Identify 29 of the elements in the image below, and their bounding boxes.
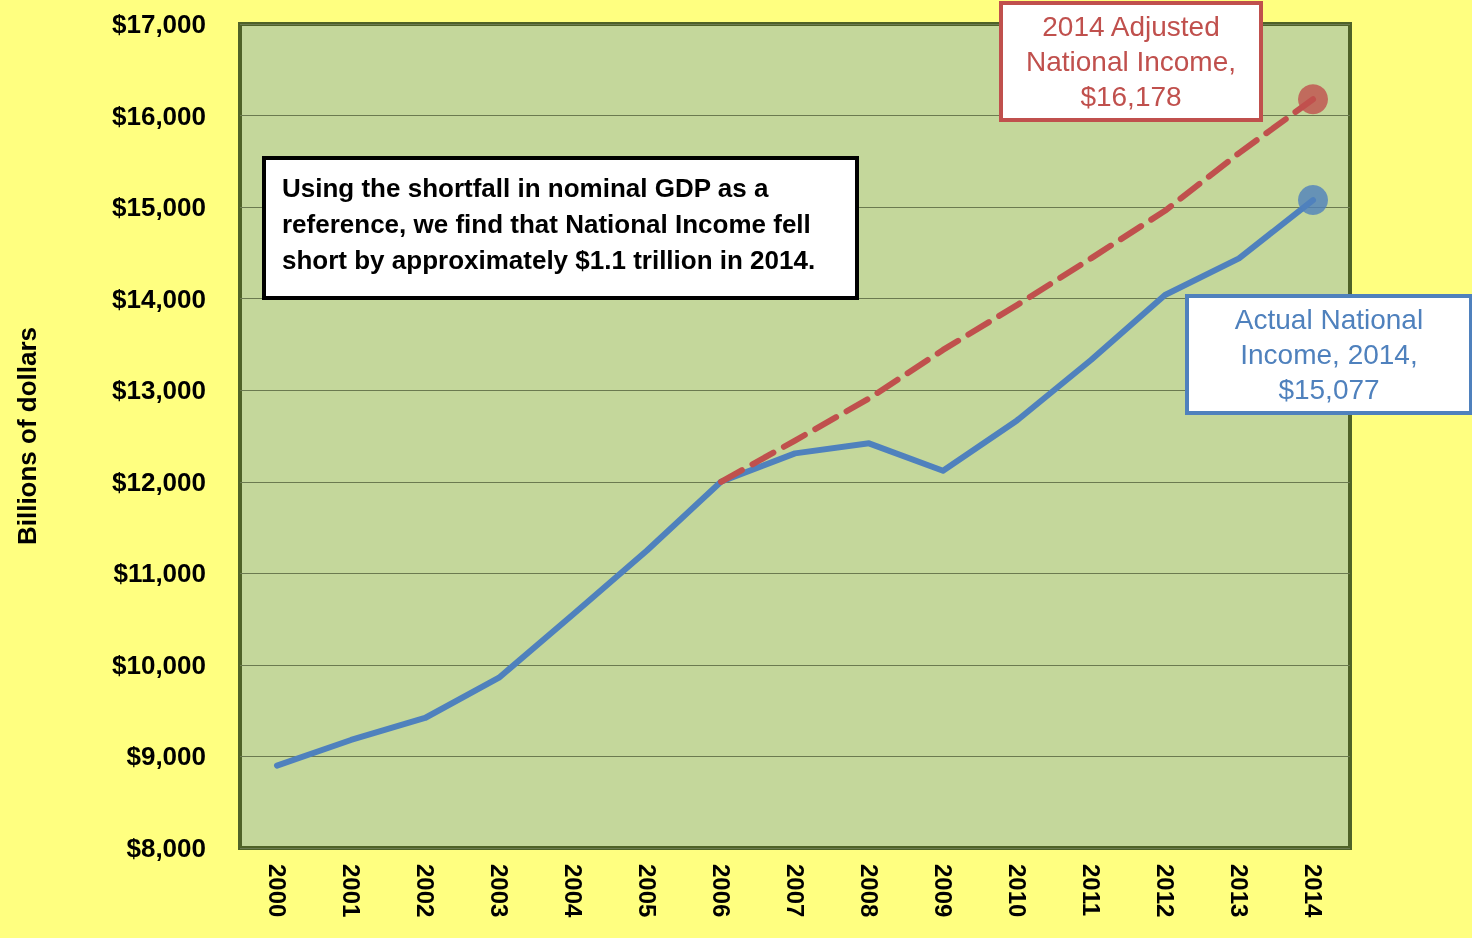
- y-axis-title: Billions of dollars: [12, 326, 42, 546]
- x-tick-label: 2013: [1225, 864, 1253, 918]
- x-tick-label: 2005: [633, 864, 661, 918]
- x-tick-label: 2008: [855, 864, 883, 918]
- x-tick-label: 2010: [1003, 864, 1031, 918]
- y-tick-label: $10,000: [112, 649, 206, 680]
- y-tick-label: $8,000: [126, 833, 206, 863]
- x-tick-label: 2007: [781, 864, 809, 918]
- note-box: 2014 Adjusted National Income, $16,178: [999, 1, 1263, 123]
- y-tick-label: $16,000: [112, 100, 206, 131]
- x-tick-label: 2009: [929, 864, 957, 918]
- x-tick-label: 2006: [707, 864, 735, 918]
- x-tick-label: 2014: [1299, 864, 1327, 919]
- note-box: Actual National Income, 2014, $15,077: [1185, 294, 1472, 416]
- y-tick-label: $13,000: [112, 375, 206, 406]
- x-tick-label: 2012: [1151, 864, 1179, 918]
- x-tick-label: 2002: [411, 864, 439, 918]
- y-tick-label: $17,000: [112, 9, 206, 39]
- note-box: Using the shortfall in nominal GDP as a reference, we find that National Income fell short by approximately $1.1 trillion in 2014.: [262, 156, 859, 300]
- y-tick-label: $9,000: [126, 741, 206, 772]
- y-tick-label: $11,000: [113, 558, 206, 589]
- x-tick-label: 2000: [263, 864, 291, 918]
- x-tick-label: 2003: [485, 864, 513, 918]
- x-tick-label: 2001: [337, 864, 365, 918]
- y-tick-label: $14,000: [112, 283, 206, 314]
- x-tick-label: 2004: [559, 864, 587, 919]
- y-tick-label: $12,000: [112, 466, 206, 497]
- y-tick-label: $15,000: [112, 192, 206, 223]
- x-tick-label: 2011: [1077, 864, 1105, 917]
